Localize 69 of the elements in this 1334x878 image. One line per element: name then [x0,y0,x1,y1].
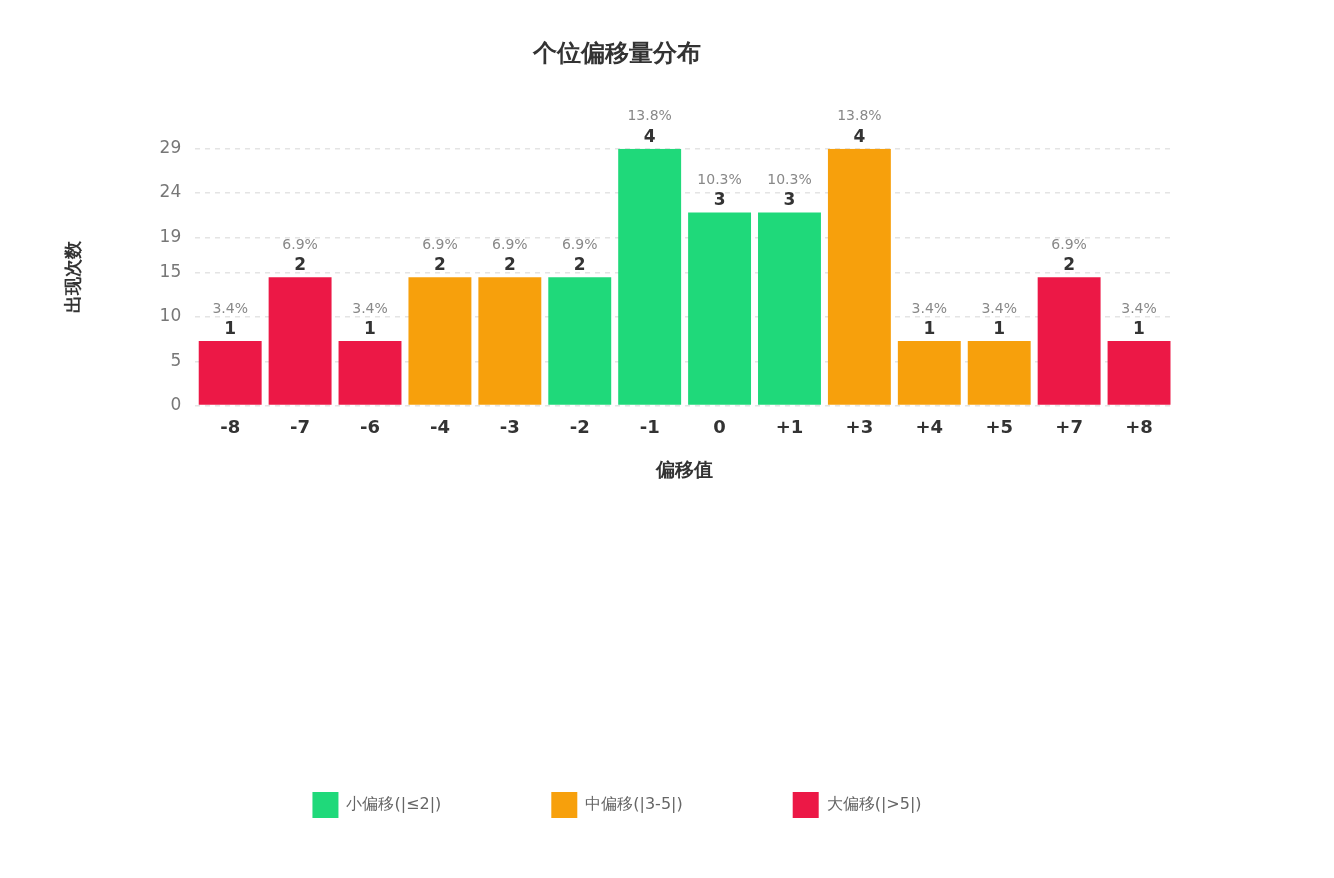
bar [1037,277,1101,405]
x-tick-label: +4 [915,416,944,438]
annotation: 3.4% [911,299,948,316]
y-axis-title: 出现次数 [62,240,84,314]
annotation: 3.4% [1121,299,1157,316]
x-tick-label: -3 [499,416,520,438]
x-tick-label: +1 [775,416,804,438]
bar [548,277,612,405]
annotation: 4 [853,125,866,146]
annotation: 13.8% [627,107,672,124]
annotation: 2 [503,254,516,275]
x-tick-label: -4 [429,416,450,438]
x-tick-label: +7 [1055,416,1083,438]
annotation: 6.9% [282,235,318,252]
annotation: 2 [294,254,307,275]
bar [268,277,332,405]
annotation: 6.9% [561,235,598,252]
annotation: 2 [573,254,586,275]
annotation: 1 [923,317,936,338]
x-tick-label: -2 [569,416,590,438]
bar [827,148,891,405]
bar [338,340,402,405]
y-tick-label: 0 [170,394,182,415]
x-tick-label: -8 [220,416,241,438]
x-tick-label: +8 [1125,416,1153,438]
annotation: 3.4% [212,299,248,316]
bar [758,212,821,405]
x-tick-label: 0 [713,416,726,438]
annotation: 1 [224,317,237,338]
bar [897,340,961,405]
y-tick-label: 10 [159,305,182,326]
annotation: 3 [783,189,796,210]
legend-label: 小偏移(|≤2|) [346,794,442,814]
annotation: 1 [993,317,1006,338]
x-tick-label: -7 [290,416,311,438]
annotation: 2 [1063,254,1076,275]
bar [1107,340,1171,405]
bar [198,340,262,405]
bar [408,277,472,405]
legend-label: 大偏移(|>5|) [826,794,922,814]
annotation: 3 [713,189,726,210]
annotation: 2 [434,254,446,275]
y-tick-label: 5 [170,349,182,370]
annotation: 10.3% [697,171,742,188]
x-axis-title: 偏移值 [655,457,714,480]
annotation: 6.9% [422,235,458,252]
annotation: 1 [1133,317,1145,338]
annotation: 6.9% [1051,235,1087,252]
y-tick-label: 19 [159,225,182,246]
annotation: 6.9% [492,235,528,252]
x-tick-label: -6 [360,416,381,438]
y-tick-label: 24 [159,181,182,202]
x-tick-label: -1 [639,416,660,438]
bar [618,148,682,405]
annotation: 1 [364,317,376,338]
bar [967,340,1031,405]
x-tick-label: +3 [845,416,874,438]
annotation: 3.4% [981,299,1018,316]
bar [688,212,752,405]
legend-label: 中偏移(|3-5|) [585,794,683,814]
chart-title: 个位偏移量分布 [532,38,701,67]
annotation: 4 [643,125,656,146]
bar [478,277,542,405]
annotation: 13.8% [837,107,882,124]
annotation: 10.3% [767,171,812,188]
x-tick-label: +5 [985,416,1014,438]
y-tick-label: 15 [159,261,182,282]
y-tick-label: 29 [159,137,182,158]
annotation: 3.4% [352,299,388,316]
